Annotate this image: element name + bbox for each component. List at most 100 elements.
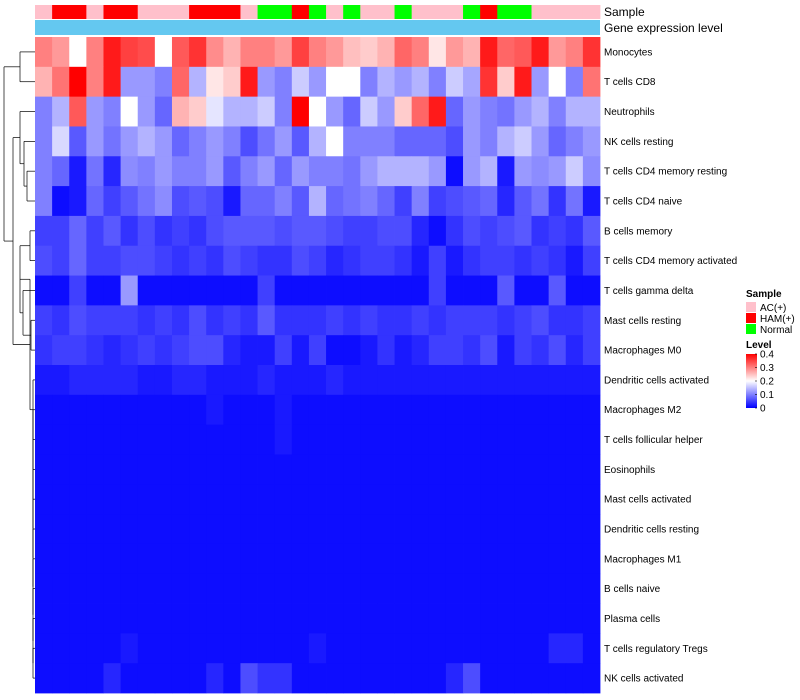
heatmap-cell: [343, 96, 361, 127]
heatmap-cell: [308, 394, 327, 426]
heatmap-cell: [480, 484, 498, 515]
heatmap-cell: [86, 215, 104, 247]
heatmap-cell: [445, 633, 464, 664]
heatmap-cell: [308, 126, 327, 157]
heatmap-cell: [189, 484, 207, 515]
heatmap-cell: [86, 96, 104, 127]
heatmap-cell: [445, 603, 464, 634]
heatmap-cell: [377, 454, 395, 485]
heatmap-cell: [69, 424, 87, 455]
heatmap-cell: [257, 215, 276, 247]
heatmap-cell: [360, 365, 378, 396]
heatmap-cell: [548, 514, 567, 545]
heatmap-cell: [171, 543, 190, 575]
heatmap-cell: [582, 156, 601, 187]
heatmap-cell: [463, 663, 481, 694]
sample-annotation-cell: [52, 5, 70, 19]
heatmap-cell: [69, 66, 87, 98]
heatmap-cell: [531, 424, 550, 455]
heatmap-cell: [463, 96, 481, 127]
heatmap-cell: [103, 96, 122, 127]
heatmap-cell: [463, 66, 481, 98]
heatmap-cell: [69, 37, 87, 68]
heatmap-cell: [343, 633, 361, 664]
heatmap-cell: [35, 275, 53, 306]
heatmap-cell: [137, 543, 156, 575]
heatmap-cell: [291, 275, 310, 306]
heatmap-cell: [69, 454, 87, 485]
heatmap-cell: [52, 215, 70, 247]
heatmap-cell: [86, 603, 104, 634]
heatmap-cell: [35, 335, 53, 366]
gene-expression-annotation-bar: [35, 20, 600, 35]
heatmap-cell: [69, 275, 87, 306]
heatmap-cell: [548, 573, 567, 604]
level-legend-tick-label: 0.1: [760, 390, 774, 401]
sample-legend-label: AC(+): [760, 303, 786, 314]
heatmap-cell: [257, 37, 276, 68]
heatmap-cell: [394, 484, 413, 515]
heatmap-cell: [189, 394, 207, 426]
heatmap-cell: [582, 215, 601, 247]
heatmap-cell: [463, 573, 481, 604]
heatmap-cell: [86, 633, 104, 664]
heatmap-cell: [171, 156, 190, 187]
heatmap-cell: [428, 573, 447, 604]
heatmap-cell: [497, 245, 515, 276]
heatmap-cell: [189, 96, 207, 127]
row-labels: Monocytes T cells CD8 Neutrophils NK cells …: [604, 47, 737, 684]
heatmap-cell: [360, 603, 378, 634]
heatmap-cell: [377, 275, 395, 306]
heatmap-cell: [291, 573, 310, 604]
heatmap-cell: [480, 126, 498, 157]
heatmap-cell: [137, 663, 156, 694]
heatmap-cell: [274, 96, 293, 127]
sample-annotation-cell: [86, 5, 104, 19]
heatmap-cell: [582, 245, 601, 276]
heatmap-cell: [223, 37, 241, 68]
heatmap-cell: [360, 394, 378, 426]
level-legend-tick-label: 0.2: [760, 377, 774, 388]
heatmap-cell: [497, 454, 515, 485]
heatmap-cell: [171, 66, 190, 98]
row-label: T cells regulatory Tregs: [604, 644, 708, 655]
sample-legend-swatch: [746, 302, 756, 312]
heatmap-cell: [480, 573, 498, 604]
row-label: Plasma cells: [604, 614, 660, 625]
heatmap-cell: [154, 335, 173, 366]
heatmap-cell: [463, 514, 481, 545]
heatmap-cell: [291, 424, 310, 455]
heatmap-cell: [582, 126, 601, 157]
sample-annotation-cell: [497, 5, 515, 19]
heatmap-cell: [463, 365, 481, 396]
heatmap-cell: [394, 37, 413, 68]
heatmap-cell: [206, 66, 224, 98]
heatmap-cell: [137, 305, 156, 336]
heatmap-cell: [326, 633, 344, 664]
heatmap-cell: [103, 603, 122, 634]
heatmap-cell: [394, 156, 413, 187]
heatmap-cell: [120, 156, 139, 187]
heatmap-cell: [171, 663, 190, 694]
heatmap-cell: [360, 335, 378, 366]
heatmap-cell: [360, 514, 378, 545]
heatmap-cell: [428, 66, 447, 98]
heatmap-cell: [531, 275, 550, 306]
heatmap-cell: [86, 245, 104, 276]
heatmap-cell: [240, 663, 258, 694]
heatmap-cell: [52, 484, 70, 515]
heatmap-cell: [137, 454, 156, 485]
heatmap-cell: [480, 514, 498, 545]
heatmap-cell: [257, 365, 276, 396]
heatmap-cell: [120, 454, 139, 485]
heatmap-cell: [120, 603, 139, 634]
heatmap-cell: [548, 424, 567, 455]
heatmap-cell: [189, 245, 207, 276]
heatmap-cell: [69, 514, 87, 545]
heatmap-cell: [582, 365, 601, 396]
heatmap-cell: [326, 245, 344, 276]
heatmap-cell: [171, 514, 190, 545]
heatmap-cell: [497, 603, 515, 634]
heatmap-cell: [428, 603, 447, 634]
heatmap-cell: [326, 514, 344, 545]
